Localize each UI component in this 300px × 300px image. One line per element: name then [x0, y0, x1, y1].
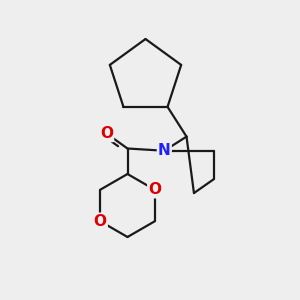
Text: O: O [100, 126, 113, 141]
Text: N: N [158, 143, 171, 158]
Text: O: O [148, 182, 161, 197]
Text: O: O [94, 214, 107, 229]
